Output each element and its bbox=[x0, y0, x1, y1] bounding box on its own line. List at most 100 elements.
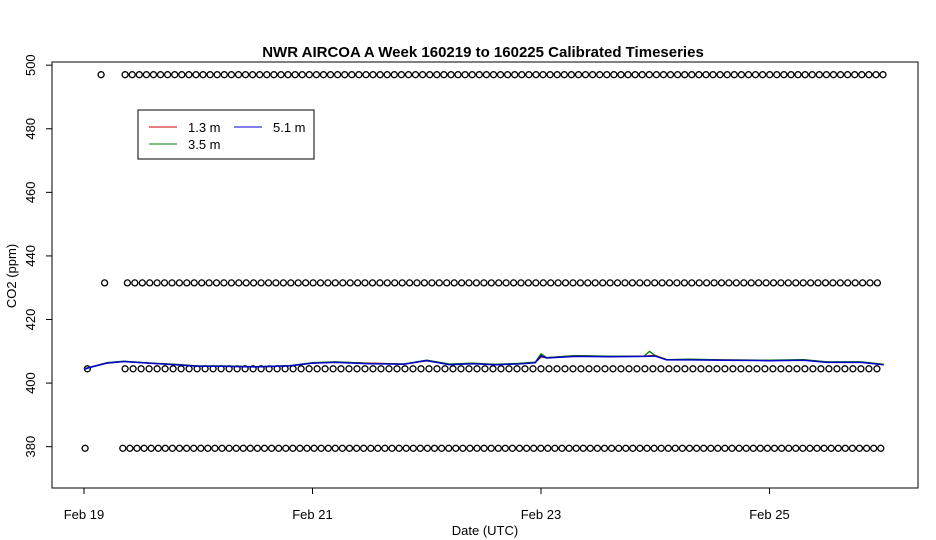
flag-point bbox=[577, 365, 585, 373]
flag-point bbox=[870, 444, 878, 452]
flag-point bbox=[862, 444, 871, 452]
flag-point bbox=[728, 444, 736, 452]
flag-point bbox=[316, 279, 325, 287]
flag-point bbox=[747, 279, 755, 287]
flag-point bbox=[624, 71, 632, 79]
flag-point bbox=[156, 71, 165, 79]
flag-point bbox=[821, 279, 830, 287]
flag-point bbox=[146, 279, 154, 287]
flag-point bbox=[652, 71, 661, 79]
flag-point bbox=[171, 71, 179, 79]
flag-point bbox=[710, 279, 718, 287]
flag-point bbox=[420, 279, 429, 287]
flag-point bbox=[291, 71, 299, 79]
flag-point bbox=[725, 279, 733, 287]
flag-point bbox=[751, 71, 760, 79]
flag-point bbox=[801, 71, 809, 79]
flag-point bbox=[680, 279, 689, 287]
flag-point bbox=[391, 279, 399, 287]
chart-title: NWR AIRCOA A Week 160219 to 160225 Calib… bbox=[262, 44, 704, 61]
x-tick-label: Feb 25 bbox=[749, 507, 789, 522]
flag-point bbox=[220, 279, 228, 287]
flag-point bbox=[160, 279, 169, 287]
flag-point bbox=[865, 365, 873, 373]
flag-point bbox=[168, 279, 176, 287]
flag-point bbox=[153, 365, 161, 373]
flag-point bbox=[688, 71, 696, 79]
flag-point bbox=[220, 71, 228, 79]
flag-point bbox=[848, 444, 857, 452]
flag-point bbox=[572, 444, 580, 452]
flag-point bbox=[732, 279, 740, 287]
flag-point bbox=[501, 444, 509, 452]
flag-point bbox=[544, 444, 552, 452]
flag-point bbox=[658, 279, 666, 287]
flag-point bbox=[756, 444, 764, 452]
flag-point bbox=[138, 279, 146, 287]
flag-point bbox=[709, 71, 717, 79]
flag-point bbox=[369, 71, 377, 79]
flag-point bbox=[825, 365, 833, 373]
y-tick-label: 420 bbox=[23, 309, 38, 331]
flag-point bbox=[489, 71, 498, 79]
flag-point bbox=[430, 444, 439, 452]
flag-point bbox=[815, 71, 823, 79]
flag-point bbox=[574, 71, 583, 79]
flag-point bbox=[319, 71, 328, 79]
flag-point bbox=[814, 279, 822, 287]
flag-point bbox=[841, 365, 849, 373]
flag-point bbox=[480, 444, 488, 452]
legend: 1.3 m 3.5 m 5.1 m bbox=[137, 109, 315, 160]
flag-point bbox=[495, 279, 503, 287]
flag-point bbox=[368, 279, 377, 287]
flag-point bbox=[199, 71, 207, 79]
flag-point bbox=[596, 71, 604, 79]
flag-point bbox=[376, 279, 384, 287]
flag-point bbox=[742, 444, 750, 452]
flag-point bbox=[154, 444, 162, 452]
flag-point bbox=[449, 365, 457, 373]
flag-point bbox=[395, 444, 403, 452]
flag-point bbox=[539, 279, 547, 287]
flag-point bbox=[401, 365, 409, 373]
flag-point bbox=[688, 279, 696, 287]
flag-point bbox=[659, 71, 668, 79]
flag-point bbox=[264, 279, 273, 287]
flag-point bbox=[121, 365, 129, 373]
flag-point bbox=[841, 444, 849, 452]
flag-point bbox=[537, 444, 545, 452]
flag-point bbox=[433, 71, 441, 79]
flag-point bbox=[702, 279, 711, 287]
flag-point bbox=[737, 71, 746, 79]
flag-point bbox=[443, 279, 451, 287]
flag-point bbox=[284, 71, 292, 79]
flag-point bbox=[766, 71, 774, 79]
flag-point bbox=[465, 365, 473, 373]
flag-point bbox=[857, 365, 865, 373]
flag-point bbox=[213, 71, 221, 79]
series-lines bbox=[83, 350, 884, 371]
flag-point bbox=[569, 365, 577, 373]
flag-point bbox=[331, 279, 339, 287]
y-tick-label: 440 bbox=[23, 245, 38, 267]
flag-point bbox=[185, 71, 193, 79]
flag-point bbox=[858, 279, 867, 287]
flag-point bbox=[601, 365, 609, 373]
flag-point bbox=[651, 279, 659, 287]
flag-point bbox=[784, 279, 792, 287]
flag-point bbox=[270, 71, 278, 79]
flag-point bbox=[879, 71, 887, 79]
flag-point bbox=[561, 365, 569, 373]
flag-point bbox=[560, 71, 568, 79]
flag-point bbox=[126, 444, 134, 452]
flag-point bbox=[780, 71, 788, 79]
flag-point bbox=[730, 71, 738, 79]
flag-point bbox=[621, 279, 629, 287]
flag-point bbox=[584, 279, 592, 287]
flag-point bbox=[353, 365, 361, 373]
flag-point bbox=[413, 279, 421, 287]
flag-point bbox=[579, 444, 587, 452]
flag-point bbox=[153, 279, 161, 287]
flag-point bbox=[502, 279, 510, 287]
flag-point bbox=[362, 71, 370, 79]
